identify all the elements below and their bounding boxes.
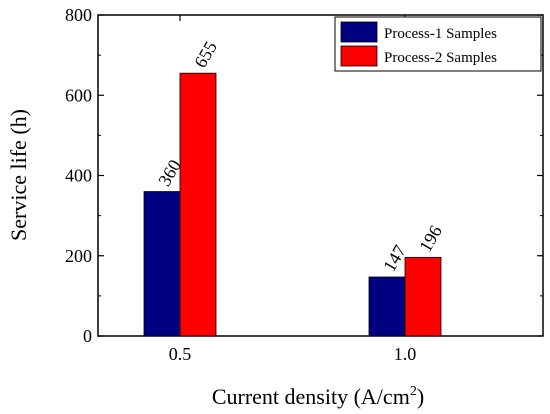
bar-series-1 bbox=[368, 276, 406, 337]
bar-series-1 bbox=[143, 191, 181, 337]
y-tick-label: 400 bbox=[65, 166, 92, 186]
x-axis: 0.5 1.0 bbox=[169, 15, 417, 364]
y-tick-label: 200 bbox=[65, 246, 92, 266]
bars bbox=[143, 72, 442, 337]
bar-series-2 bbox=[179, 72, 217, 337]
y-tick-label: 600 bbox=[65, 85, 92, 105]
data-label-series-2: 655 bbox=[190, 38, 221, 71]
x-tick-label: 1.0 bbox=[394, 344, 417, 364]
legend-swatch-process-1 bbox=[340, 21, 378, 43]
bar-series-2 bbox=[404, 256, 442, 337]
legend-label-process-2: Process-2 Samples bbox=[384, 50, 497, 66]
y-tick-label: 800 bbox=[65, 5, 92, 25]
x-axis-title-end: ) bbox=[417, 384, 424, 409]
y-tick-label: 0 bbox=[83, 326, 92, 346]
x-axis-title-sup: 2 bbox=[410, 384, 417, 399]
y-axis: 0 200 400 600 800 bbox=[65, 5, 543, 346]
legend-swatch-process-2 bbox=[340, 45, 378, 67]
data-label-series-2: 196 bbox=[415, 222, 446, 255]
x-tick-label: 0.5 bbox=[169, 344, 192, 364]
legend-label-process-1: Process-1 Samples bbox=[384, 26, 497, 42]
legend: Process-1 Samples Process-2 Samples bbox=[334, 16, 542, 72]
x-axis-title-main: Current density (A/cm bbox=[212, 384, 410, 409]
y-axis-title: Service life (h) bbox=[6, 109, 31, 241]
x-axis-title: Current density (A/cm2) bbox=[212, 384, 424, 409]
